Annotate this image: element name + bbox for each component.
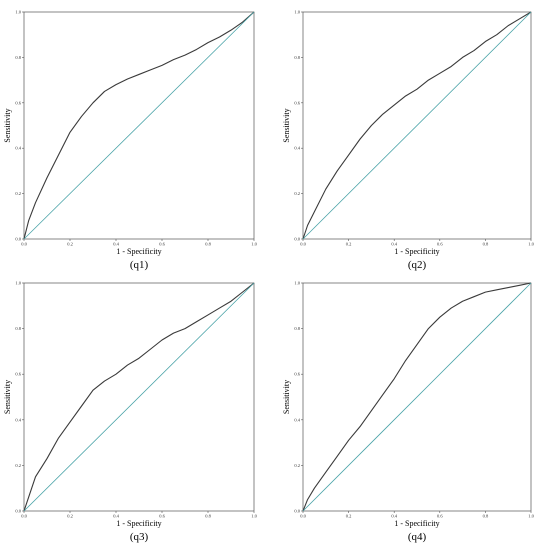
y-tick-label: 0.8 — [15, 326, 21, 331]
y-tick-label: 0.2 — [15, 463, 21, 468]
x-axis-label: 1 - Specificity — [116, 519, 161, 528]
x-tick-label: 0.2 — [67, 514, 73, 519]
y-tick-label: 0.0 — [294, 237, 300, 242]
x-tick-label: 0.8 — [483, 242, 489, 247]
x-tick-label: 0.0 — [21, 242, 27, 247]
reference-diagonal — [302, 282, 532, 512]
x-tick-label: 0.6 — [159, 242, 165, 247]
y-tick-label: 0.2 — [15, 191, 21, 196]
y-tick-label: 0.0 — [294, 509, 300, 514]
y-tick-label: 0.4 — [15, 417, 21, 422]
x-tick-label: 0.8 — [205, 242, 211, 247]
x-tick-label: 1.0 — [528, 514, 534, 519]
y-axis-label: Sensitivity — [3, 108, 12, 142]
reference-diagonal — [302, 11, 532, 240]
y-tick-label: 0.8 — [294, 326, 300, 331]
y-tick-label: 1.0 — [294, 10, 300, 15]
x-axis-label: 1 - Specificity — [394, 247, 439, 256]
x-tick-label: 0.4 — [391, 514, 397, 519]
y-tick-label: 1.0 — [15, 281, 21, 286]
x-tick-label: 0.2 — [67, 242, 73, 247]
plot-frame — [302, 11, 532, 240]
roc-panel-q4: 0.00.0 0.2 0.2 0.4 0.4 0.6 0.6 0.8 0.8 1.0 1.0 1 - … — [282, 281, 535, 544]
y-tick-label: 0.4 — [15, 146, 21, 151]
x-tick-label: 0.0 — [21, 514, 27, 519]
x-axis-label: 1 - Specificity — [394, 519, 439, 528]
x-tick-label: 1.0 — [251, 514, 257, 519]
x-tick-label: 0.8 — [205, 514, 211, 519]
y-tick-label: 0.6 — [15, 372, 21, 377]
y-axis-label: Sensitivity — [3, 380, 12, 414]
plot-frame — [23, 11, 255, 240]
roc-curve — [302, 282, 532, 512]
y-tick-label: 0.2 — [294, 191, 300, 196]
y-tick-label: 0.4 — [294, 146, 300, 151]
y-axis-label: Sensitivity — [282, 380, 291, 414]
panel-caption: (q4) — [408, 531, 427, 543]
x-tick-label: 1.0 — [251, 242, 257, 247]
roc-curve — [23, 11, 255, 240]
x-tick-label: 0.6 — [437, 514, 443, 519]
roc-panel-q3: 0.00.0 0.2 0.2 0.4 0.4 0.6 0.6 0.8 0.8 1.0 1.0 1 - … — [3, 281, 258, 544]
y-tick-label: 0.4 — [294, 417, 300, 422]
y-tick-label: 0.6 — [294, 100, 300, 105]
y-tick-label: 0.0 — [15, 509, 21, 514]
x-axis-label: 1 - Specificity — [116, 247, 161, 256]
roc-panel-q2: 0.00.0 0.2 0.2 0.4 0.4 0.6 0.6 0.8 0.8 1.0 1.0 1 - … — [282, 10, 535, 272]
x-tick-label: 0.2 — [346, 514, 352, 519]
x-tick-label: 1.0 — [528, 242, 534, 247]
panel-caption: (q3) — [130, 531, 149, 543]
x-tick-label: 0.4 — [113, 242, 119, 247]
y-tick-label: 0.8 — [15, 55, 21, 60]
x-tick-label: 0.0 — [300, 514, 306, 519]
reference-diagonal — [23, 11, 255, 240]
plot-frame — [23, 282, 255, 512]
panel-caption: (q1) — [130, 259, 149, 271]
plot-frame — [302, 282, 532, 512]
x-tick-label: 0.4 — [113, 514, 119, 519]
y-tick-label: 0.6 — [15, 100, 21, 105]
y-axis-label: Sensitivity — [282, 108, 291, 142]
roc-curve — [302, 11, 532, 240]
x-tick-label: 0.2 — [346, 242, 352, 247]
panel-caption: (q2) — [408, 259, 427, 271]
y-tick-label: 0.6 — [294, 372, 300, 377]
y-tick-label: 1.0 — [15, 10, 21, 15]
x-tick-label: 0.8 — [483, 514, 489, 519]
y-tick-label: 0.0 — [15, 237, 21, 242]
roc-curve — [23, 282, 255, 512]
x-tick-label: 0.6 — [159, 514, 165, 519]
x-tick-label: 0.4 — [391, 242, 397, 247]
x-tick-label: 0.6 — [437, 242, 443, 247]
roc-panel-q1: 0.00.0 0.2 0.2 0.4 0.4 0.6 0.6 0.8 0.8 1.0 1.0 1 - … — [3, 10, 258, 272]
y-tick-label: 0.8 — [294, 55, 300, 60]
y-tick-label: 1.0 — [294, 281, 300, 286]
x-tick-label: 0.0 — [300, 242, 306, 247]
reference-diagonal — [23, 282, 255, 512]
y-tick-label: 0.2 — [294, 463, 300, 468]
